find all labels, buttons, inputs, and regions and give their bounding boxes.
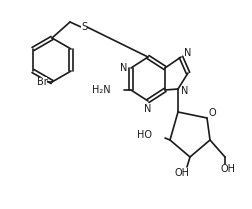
Text: Br: Br [37, 77, 47, 87]
Text: OH: OH [174, 168, 189, 178]
Text: S: S [81, 22, 87, 32]
Text: N: N [144, 104, 151, 114]
Text: HO: HO [137, 130, 151, 140]
Text: OH: OH [220, 164, 235, 174]
Text: H₂N: H₂N [92, 85, 111, 95]
Text: N: N [184, 48, 191, 58]
Text: N: N [120, 63, 127, 73]
Text: N: N [181, 86, 188, 96]
Text: O: O [207, 108, 215, 118]
